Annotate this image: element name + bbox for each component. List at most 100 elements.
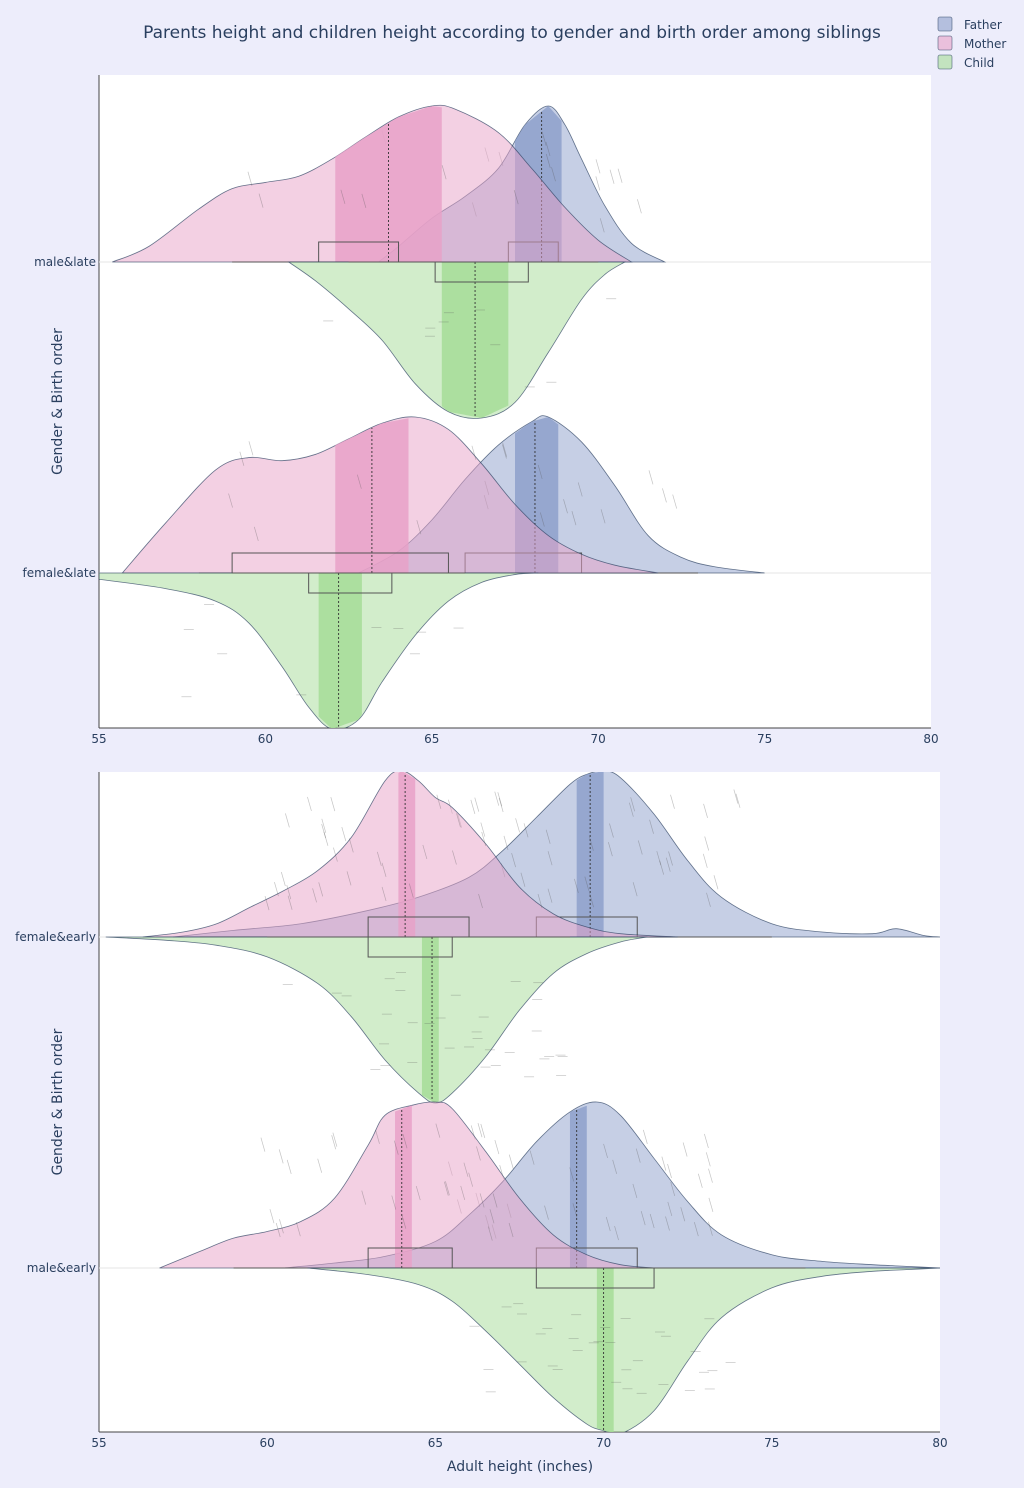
rug-mark [477, 1123, 483, 1138]
rug-mark [569, 1167, 575, 1182]
rug-mark [494, 1139, 500, 1155]
rug-mark [321, 823, 326, 839]
rug-mark [279, 1219, 284, 1234]
rug-mark [608, 842, 613, 857]
rug-mark [513, 190, 519, 205]
category-label: male&late [34, 255, 96, 269]
rug-mark [416, 520, 422, 535]
rug-mark [697, 1173, 703, 1188]
x-axis-title: Adult height (inches) [447, 1459, 593, 1475]
rug-mark [612, 1159, 618, 1174]
rug-mark [640, 1211, 646, 1226]
x-tick-label: 65 [424, 732, 439, 746]
legend-swatch [937, 54, 953, 70]
rug-mark [735, 793, 741, 808]
x-tick-label: 70 [596, 1436, 611, 1450]
iqr-band [395, 1105, 412, 1268]
rug-mark [492, 1193, 498, 1208]
legend-swatch [937, 35, 953, 51]
chart-title: Parents height and children height accor… [143, 23, 881, 43]
rug-mark [708, 1197, 714, 1213]
rug-mark [348, 838, 354, 853]
iqr-band [398, 772, 416, 937]
rug-mark [381, 886, 387, 902]
rug-mark [275, 1222, 281, 1238]
x-tick-label: 55 [91, 1436, 106, 1450]
rug-mark [361, 1190, 367, 1205]
rug-mark [307, 796, 312, 812]
rug-points [260, 1123, 549, 1241]
rug-mark [253, 526, 259, 541]
rug-mark [401, 1214, 407, 1229]
rug-mark [682, 1142, 688, 1157]
rug-mark [460, 1185, 466, 1201]
rug-mark [545, 829, 551, 844]
rug-mark [321, 818, 327, 833]
rug-mark [662, 488, 667, 503]
rug-mark [312, 888, 317, 903]
rug-mark [656, 851, 662, 866]
rug-mark [705, 1152, 711, 1167]
rug-mark [713, 875, 719, 890]
rug-mark [563, 499, 568, 514]
rug-mark [537, 464, 543, 480]
rug-mark [280, 871, 286, 887]
rug-mark [474, 797, 480, 812]
iqr-band [318, 573, 362, 728]
rug-points [247, 131, 556, 208]
x-tick-label: 65 [428, 1436, 443, 1450]
rug-mark [584, 876, 590, 891]
rug-mark [541, 131, 547, 146]
rug-points [469, 1303, 736, 1394]
y-axis-title: Gender & Birth order [50, 1028, 66, 1175]
rug-mark [285, 813, 290, 828]
rug-mark [228, 493, 233, 508]
rug-mark [693, 1222, 699, 1237]
rug-mark [503, 835, 509, 850]
rug-mark [287, 895, 293, 910]
legend-label: Mother [964, 37, 1006, 51]
rug-mark [600, 509, 606, 524]
rug-mark [381, 862, 387, 877]
legend-item-mother[interactable]: Mother [937, 35, 1006, 51]
rug-mark [661, 1156, 667, 1171]
rug-mark [296, 1222, 301, 1237]
legend-item-father[interactable]: Father [937, 16, 1002, 32]
rug-mark [642, 1129, 648, 1144]
rug-mark [667, 1163, 672, 1179]
legend-label: Child [964, 56, 994, 70]
rug-mark [479, 1193, 485, 1208]
rug-mark [659, 860, 665, 875]
rug-mark [670, 794, 675, 809]
rug-mark [489, 1209, 495, 1224]
rug-mark [239, 451, 245, 466]
rug-mark [269, 1209, 275, 1224]
legend-swatch [937, 16, 953, 32]
rug-mark [402, 1134, 408, 1149]
rug-mark [637, 840, 643, 855]
rug-mark [589, 893, 594, 908]
rug-mark [497, 792, 503, 807]
rug-mark [511, 853, 516, 868]
rug-mark [441, 165, 447, 180]
rug-mark [318, 882, 324, 897]
rug-points [181, 604, 464, 698]
rug-mark [393, 1140, 399, 1155]
category-label: female&early [15, 930, 96, 944]
rug-mark [539, 512, 545, 527]
legend-item-child[interactable]: Child [937, 54, 994, 70]
legend-label: Father [964, 18, 1002, 32]
rug-mark [317, 1158, 323, 1173]
rug-mark [286, 1159, 292, 1174]
rug-mark [481, 831, 487, 847]
category-label: female&late [23, 566, 97, 580]
rug-mark [494, 791, 500, 806]
plot-content [99, 772, 940, 1432]
rug-mark [331, 1135, 337, 1150]
rug-mark [665, 1216, 670, 1231]
rug-mark [595, 176, 601, 191]
violin-shape [105, 936, 648, 1104]
rug-mark [248, 441, 254, 456]
category-label: male&early [27, 1261, 96, 1275]
